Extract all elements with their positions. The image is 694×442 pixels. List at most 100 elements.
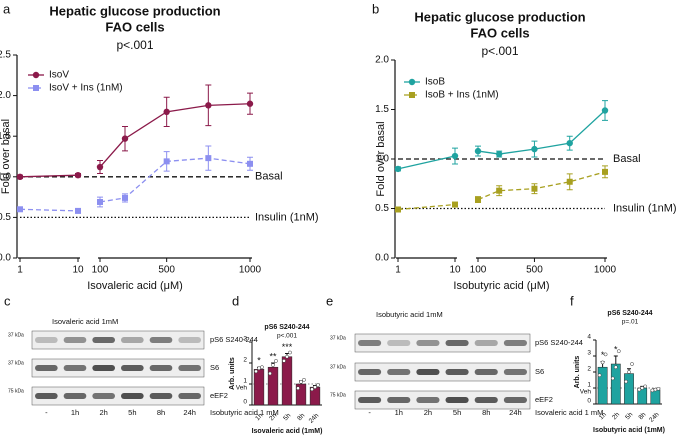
lane-label: 1h	[71, 408, 79, 417]
x-axis-label: Isobutyric acid (1mM)	[593, 427, 665, 434]
y-tick-label: 2	[587, 366, 591, 373]
blot-band	[503, 340, 527, 346]
blot-band	[474, 397, 498, 403]
x-tick-label: 1h	[254, 412, 264, 422]
y-tick-label: 0.5	[375, 203, 389, 214]
y-axis-label: Arb. units	[229, 357, 236, 390]
blot-band	[474, 340, 498, 346]
x-tick-label: 8h	[296, 412, 306, 422]
data-point	[643, 384, 648, 389]
chart-title: Hepatic glucose production	[49, 3, 220, 18]
legend-marker	[409, 92, 415, 98]
chart-subtitle: p=.01	[622, 319, 639, 326]
data-point	[316, 383, 320, 387]
chart-title: Hepatic glucose production	[414, 9, 585, 24]
point	[121, 135, 129, 142]
x-tick-label: 100	[470, 265, 487, 276]
blot-band	[149, 365, 173, 371]
chart-subtitle: p<.001	[277, 333, 297, 340]
point	[205, 102, 212, 109]
x-tick-label: 10	[72, 265, 84, 276]
data-point	[610, 376, 615, 381]
y-tick-label: 2.5	[0, 50, 11, 61]
point	[247, 160, 253, 167]
y-tick-label: 1.5	[0, 131, 11, 142]
y-tick-label: 2.0	[375, 55, 389, 66]
reference-label: Basal	[255, 171, 283, 183]
treatment-label: Isobutyric acid 1 mM	[210, 408, 279, 417]
data-point	[274, 359, 278, 363]
blot-band	[387, 369, 411, 375]
y-tick-label: 3	[587, 350, 591, 357]
data-point	[310, 387, 314, 392]
blot-band	[445, 369, 469, 375]
data-point	[624, 379, 628, 384]
data-point	[254, 369, 258, 374]
x-axis-label: Isovaleric acid (μM)	[87, 280, 183, 292]
significance: *	[601, 350, 605, 360]
blot-band	[416, 340, 440, 346]
point	[566, 178, 573, 185]
y-tick-label: 0	[243, 399, 247, 406]
point	[602, 168, 608, 175]
y-tick-label: 4	[587, 334, 591, 341]
data-point	[260, 365, 264, 370]
point	[17, 206, 23, 213]
blot-band	[35, 365, 58, 371]
band-label: pS6 S240-244	[210, 335, 258, 344]
data-point	[613, 365, 618, 370]
panel-label: a	[3, 1, 11, 16]
y-tick-label: 0.5	[0, 212, 11, 223]
panel-label: b	[372, 1, 379, 16]
point	[97, 198, 103, 205]
point	[16, 173, 24, 180]
data-point	[656, 386, 661, 391]
x-tick-label: 1h	[598, 411, 608, 421]
blot-band	[358, 340, 382, 346]
band-label: eEF2	[210, 391, 228, 400]
blot-band	[358, 397, 382, 403]
lane-label: 1h	[395, 408, 403, 417]
band-label: eEF2	[535, 395, 553, 404]
point	[96, 163, 104, 171]
blot-band	[503, 397, 527, 403]
legend-label: IsoB + Ins (1nM)	[425, 90, 499, 101]
bar	[610, 363, 621, 405]
blot-strip	[354, 362, 531, 382]
blot-band	[63, 393, 87, 399]
data-point	[299, 380, 303, 384]
y-tick-label: 1.0	[375, 154, 389, 165]
chart-subtitle: FAO cells	[470, 25, 529, 40]
error-bar	[613, 355, 618, 364]
reference-label: Insulin (1nM)	[255, 211, 319, 223]
data-point	[268, 371, 272, 376]
lane-label: 24h	[509, 408, 522, 417]
legend-label: IsoV	[49, 70, 69, 81]
blot-band	[149, 337, 173, 343]
x-tick-label: 100	[92, 265, 109, 276]
blot-band	[63, 337, 87, 343]
blot-band	[474, 369, 498, 375]
blot-strip	[354, 390, 531, 410]
point	[451, 152, 459, 160]
band-label: S6	[210, 363, 219, 372]
x-tick-label: 5h	[282, 412, 292, 422]
x-tick-label: 1000	[594, 265, 617, 276]
significance: **	[269, 351, 277, 361]
legend-label: IsoB	[425, 77, 445, 88]
data-point	[302, 377, 306, 382]
significance: ***	[282, 342, 293, 352]
y-tick-label: 3	[243, 336, 247, 343]
panel-label: e	[326, 293, 333, 308]
size-marker: 37 kDa	[330, 364, 346, 370]
blot-band	[35, 393, 58, 399]
x-tick-label: 1	[17, 265, 23, 276]
point	[496, 187, 503, 194]
size-marker: 75 kDa	[330, 392, 346, 398]
size-marker: 37 kDa	[330, 335, 346, 341]
data-point	[650, 388, 655, 393]
data-point	[271, 363, 275, 367]
reference-label: Veh	[236, 385, 248, 392]
point	[163, 158, 170, 165]
data-point	[637, 387, 642, 392]
